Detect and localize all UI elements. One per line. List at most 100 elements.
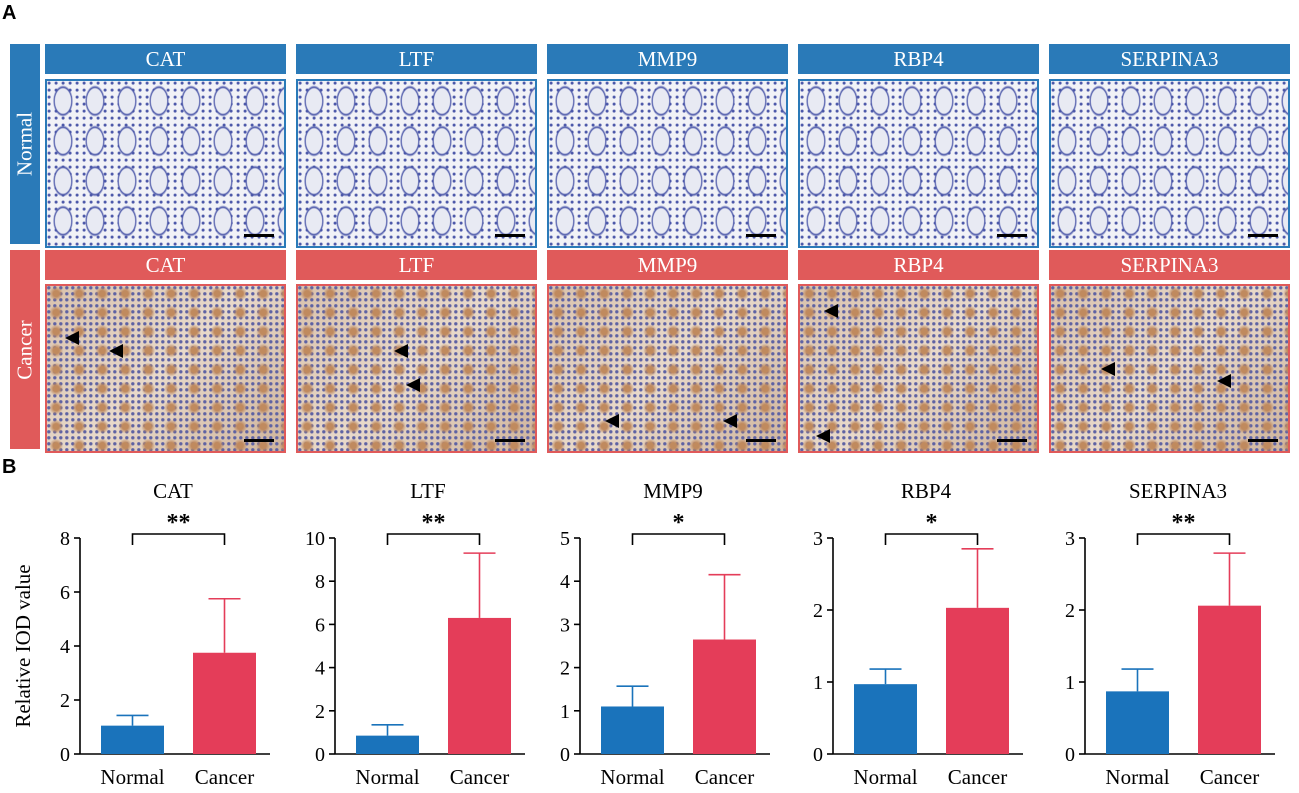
y-tick-label: 3 <box>1065 528 1075 550</box>
significance-marker: * <box>926 510 938 536</box>
x-category-label: Cancer <box>948 765 1007 789</box>
scale-bar <box>244 234 274 237</box>
ihc-image-normal-rbp4 <box>798 79 1039 248</box>
ihc-image-normal-cat <box>45 79 286 248</box>
x-category-label: Normal <box>100 765 164 789</box>
bar-normal <box>356 735 419 754</box>
y-tick-label: 0 <box>1065 744 1075 766</box>
y-tick-label: 0 <box>60 744 70 766</box>
y-tick-label: 2 <box>60 690 70 712</box>
y-tick-label: 8 <box>60 528 70 550</box>
gene-header-normal-ltf: LTF <box>296 44 537 74</box>
arrowhead-marker <box>723 414 737 428</box>
y-tick-label: 5 <box>560 528 570 550</box>
bar-normal <box>601 706 664 754</box>
significance-marker: ** <box>1172 510 1196 536</box>
arrowhead-marker <box>605 414 619 428</box>
bar-cancer <box>193 652 256 754</box>
scale-bar <box>746 234 776 237</box>
bar-normal <box>1106 691 1169 754</box>
x-category-label: Normal <box>1105 765 1169 789</box>
gene-header-normal-cat: CAT <box>45 44 286 74</box>
x-category-label: Cancer <box>1200 765 1259 789</box>
gene-header-normal-serpina3: SERPINA3 <box>1049 44 1290 74</box>
arrowhead-marker <box>65 331 79 345</box>
ihc-image-cancer-serpina3 <box>1049 284 1290 453</box>
y-tick-label: 2 <box>315 701 325 723</box>
significance-bracket <box>386 533 481 545</box>
gene-header-cancer-rbp4: RBP4 <box>798 250 1039 280</box>
arrowhead-marker <box>1217 374 1231 388</box>
gene-header-normal-rbp4: RBP4 <box>798 44 1039 74</box>
row-label-text: Cancer <box>12 319 37 380</box>
x-category-label: Normal <box>853 765 917 789</box>
y-tick-label: 3 <box>560 614 570 636</box>
y-tick-label: 4 <box>315 658 325 680</box>
scale-bar <box>244 439 274 442</box>
significance-bracket <box>131 533 226 545</box>
x-category-label: Cancer <box>695 765 754 789</box>
bar-cancer <box>1198 605 1261 754</box>
ihc-image-cancer-mmp9 <box>547 284 788 453</box>
y-tick-label: 10 <box>305 528 325 550</box>
scale-bar <box>997 439 1027 442</box>
gene-header-cancer-cat: CAT <box>45 250 286 280</box>
x-category-label: Normal <box>600 765 664 789</box>
y-tick-label: 6 <box>315 614 325 636</box>
arrowhead-marker <box>824 304 838 318</box>
chart-title: CAT <box>153 479 193 503</box>
significance-marker: ** <box>167 510 191 536</box>
significance-marker: ** <box>422 510 446 536</box>
chart-title: MMP9 <box>643 479 703 503</box>
chart-title: RBP4 <box>901 479 952 503</box>
y-tick-label: 2 <box>1065 600 1075 622</box>
chart-title: LTF <box>410 479 445 503</box>
y-tick-label: 0 <box>813 744 823 766</box>
bar-cancer <box>448 617 511 754</box>
y-tick-label: 0 <box>560 744 570 766</box>
y-tick-label: 1 <box>813 672 823 694</box>
y-tick-label: 1 <box>560 701 570 723</box>
panel-letter-a: A <box>2 2 17 24</box>
significance-bracket <box>1136 533 1231 545</box>
arrowhead-marker <box>1101 362 1115 376</box>
gene-header-cancer-ltf: LTF <box>296 250 537 280</box>
y-tick-label: 0 <box>315 744 325 766</box>
y-tick-label: 6 <box>60 582 70 604</box>
scale-bar <box>495 234 525 237</box>
y-tick-label: 2 <box>560 658 570 680</box>
y-tick-label: 3 <box>813 528 823 550</box>
ihc-image-cancer-ltf <box>296 284 537 453</box>
significance-marker: * <box>673 510 685 536</box>
gene-header-cancer-serpina3: SERPINA3 <box>1049 250 1290 280</box>
panel-letter-b: B <box>2 456 17 478</box>
ihc-image-normal-ltf <box>296 79 537 248</box>
bar-cancer <box>693 639 756 754</box>
x-category-label: Cancer <box>195 765 254 789</box>
arrowhead-marker <box>394 344 408 358</box>
ihc-image-cancer-cat <box>45 284 286 453</box>
ihc-image-normal-mmp9 <box>547 79 788 248</box>
bar-normal <box>101 725 164 754</box>
scale-bar <box>997 234 1027 237</box>
x-category-label: Normal <box>355 765 419 789</box>
gene-header-normal-mmp9: MMP9 <box>547 44 788 74</box>
row-label-cancer: Cancer <box>10 250 40 449</box>
gene-header-cancer-mmp9: MMP9 <box>547 250 788 280</box>
ihc-image-normal-serpina3 <box>1049 79 1290 248</box>
scale-bar <box>495 439 525 442</box>
y-tick-label: 1 <box>1065 672 1075 694</box>
row-label-text: Normal <box>12 111 37 177</box>
y-tick-label: 4 <box>560 571 570 593</box>
row-label-normal: Normal <box>10 44 40 244</box>
ihc-image-cancer-rbp4 <box>798 284 1039 453</box>
arrowhead-marker <box>406 378 420 392</box>
x-category-label: Cancer <box>450 765 509 789</box>
y-tick-label: 8 <box>315 571 325 593</box>
y-axis-label: Relative IOD value <box>11 564 35 727</box>
arrowhead-marker <box>816 429 830 443</box>
y-tick-label: 2 <box>813 600 823 622</box>
bar-normal <box>854 684 917 754</box>
scale-bar <box>746 439 776 442</box>
